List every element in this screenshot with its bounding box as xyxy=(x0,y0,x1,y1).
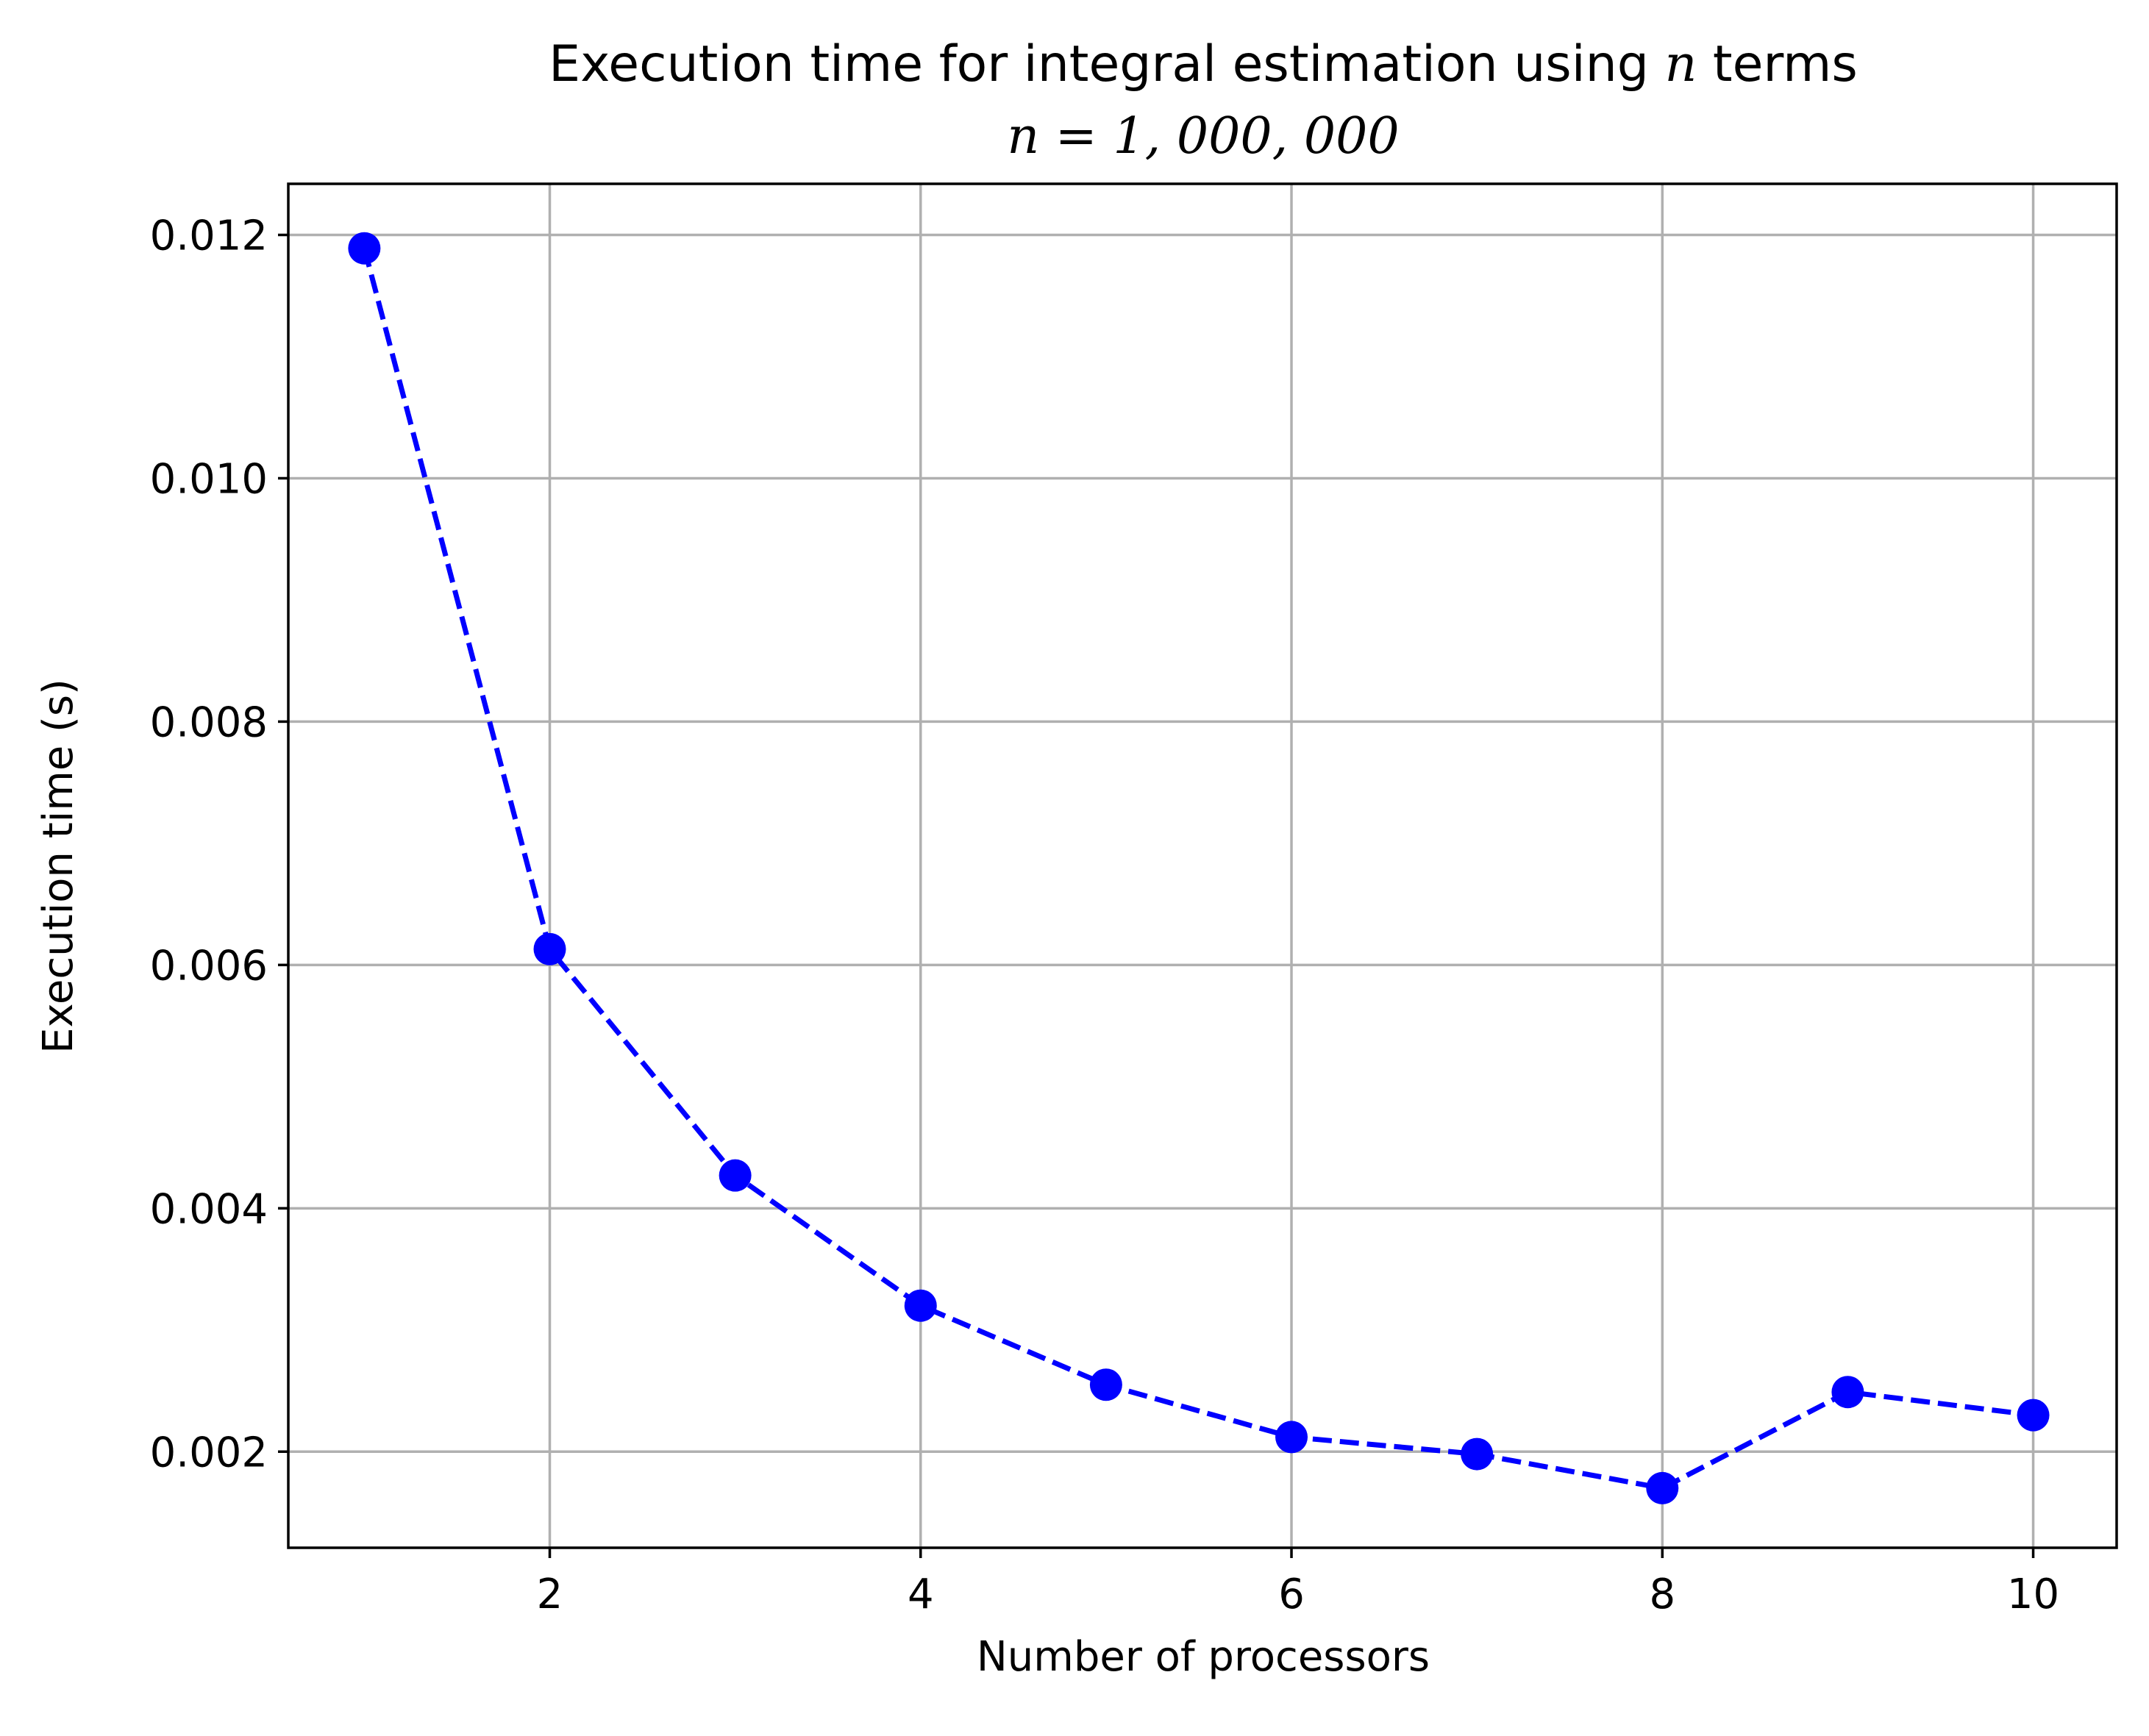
y-tick-label: 0.010 xyxy=(150,455,268,503)
series-line xyxy=(362,247,2034,1491)
x-tick-label: 2 xyxy=(537,1571,563,1618)
x-axis-ticks: 2 4 6 8 10 xyxy=(537,1548,2059,1618)
plot-area-frame xyxy=(287,182,2118,1549)
y-tick-label: 0.002 xyxy=(150,1429,268,1476)
data-point xyxy=(719,1159,752,1192)
data-point xyxy=(1831,1376,1864,1409)
y-axis-label: Execution time (s) xyxy=(35,679,82,1054)
y-tick-label: 0.006 xyxy=(150,942,268,990)
chart-title: Execution time for integral estimation u… xyxy=(549,35,1858,165)
y-axis-ticks: 0.002 0.004 0.006 0.008 0.010 0.012 xyxy=(150,212,288,1476)
data-point xyxy=(1275,1421,1308,1454)
x-tick-label: 6 xyxy=(1278,1571,1305,1618)
chart-title-line-2: n = 1, 000, 000 xyxy=(1007,107,1399,165)
data-point xyxy=(1089,1368,1122,1401)
chart-title-line-1: Execution time for integral estimation u… xyxy=(549,35,1858,93)
x-axis-label: Number of processors xyxy=(977,1633,1430,1681)
x-tick-label: 10 xyxy=(2007,1571,2059,1618)
y-tick-label: 0.008 xyxy=(150,699,268,746)
x-tick-label: 4 xyxy=(908,1571,934,1618)
y-tick-label: 0.004 xyxy=(150,1185,268,1233)
data-point xyxy=(348,232,381,265)
data-point xyxy=(904,1289,937,1322)
x-tick-label: 8 xyxy=(1649,1571,1675,1618)
data-point xyxy=(2017,1399,2050,1432)
y-tick-label: 0.012 xyxy=(150,212,268,260)
data-point xyxy=(1646,1471,1679,1504)
data-series xyxy=(348,232,2050,1504)
data-point xyxy=(533,932,566,965)
data-point xyxy=(1461,1437,1494,1471)
